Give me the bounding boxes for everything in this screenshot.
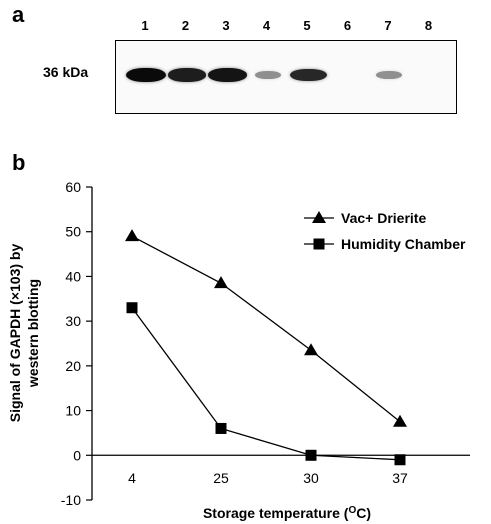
blot-band-lane-2 — [167, 68, 206, 82]
data-point — [214, 276, 228, 289]
data-point — [215, 422, 227, 434]
x-axis: 4 25 30 37 — [92, 454, 470, 486]
y-tick-label: 40 — [65, 268, 81, 284]
data-point — [125, 229, 139, 242]
y-tick-label: -10 — [61, 492, 81, 508]
blot-band-lane-5 — [289, 68, 327, 82]
blot-band-lane-3 — [207, 68, 247, 82]
y-axis-label-line-2: western blotting — [25, 279, 41, 388]
x-axis-label: Storage temperature (OC) — [203, 505, 371, 521]
y-tick-label: 10 — [65, 403, 81, 419]
legend-marker — [312, 211, 326, 223]
y-tick-label: 50 — [65, 224, 81, 240]
panel-b-letter: b — [12, 150, 26, 175]
data-point — [394, 454, 406, 466]
lane-number-8: 8 — [424, 18, 433, 33]
series-layer — [125, 229, 407, 466]
x-tick-label: 30 — [303, 470, 319, 486]
x-tick-label: 25 — [213, 470, 229, 486]
blot-band-lane-1 — [126, 68, 166, 82]
series-line — [131, 235, 401, 423]
western-blot-image — [115, 40, 457, 114]
y-tick-label: 60 — [65, 179, 81, 195]
x-tick-label: 37 — [392, 470, 408, 486]
series-line — [131, 307, 401, 461]
lane-number-5: 5 — [303, 18, 311, 33]
y-axis-label-line-1: Signal of GAPDH (×103) by — [7, 244, 23, 423]
lane-number-1: 1 — [141, 18, 149, 33]
legend-entry: Vac+ Drierite — [341, 210, 426, 226]
lane-number-3: 3 — [222, 18, 230, 33]
panel-a-letter: a — [12, 2, 25, 27]
y-tick-label: 0 — [73, 447, 81, 463]
line-chart: -10 0 10 20 30 40 50 60 4 25 30 37 Vac+ Drierite Hu… — [7, 179, 470, 521]
lane-number-6: 6 — [343, 18, 352, 33]
molecular-weight-label: 36 kDa — [43, 64, 89, 80]
data-point — [126, 302, 138, 314]
y-tick-label: 20 — [65, 358, 81, 374]
lane-number-4: 4 — [262, 18, 271, 33]
data-point — [305, 449, 317, 461]
legend-entry: Humidity Chamber — [341, 236, 466, 252]
legend: Vac+ Drierite Humidity Chamber — [304, 210, 466, 252]
lane-number-2: 2 — [181, 18, 190, 33]
blot-band-lane-4 — [254, 71, 281, 79]
series-2 — [126, 302, 406, 466]
y-axis: -10 0 10 20 30 40 50 60 — [61, 179, 93, 508]
data-point — [393, 414, 407, 427]
y-tick-label: 30 — [65, 313, 81, 329]
blot-band-lane-7 — [376, 71, 402, 79]
x-tick-label: 4 — [128, 470, 136, 486]
lane-number-7: 7 — [384, 18, 392, 33]
series-1 — [125, 229, 407, 427]
data-point — [304, 343, 318, 356]
